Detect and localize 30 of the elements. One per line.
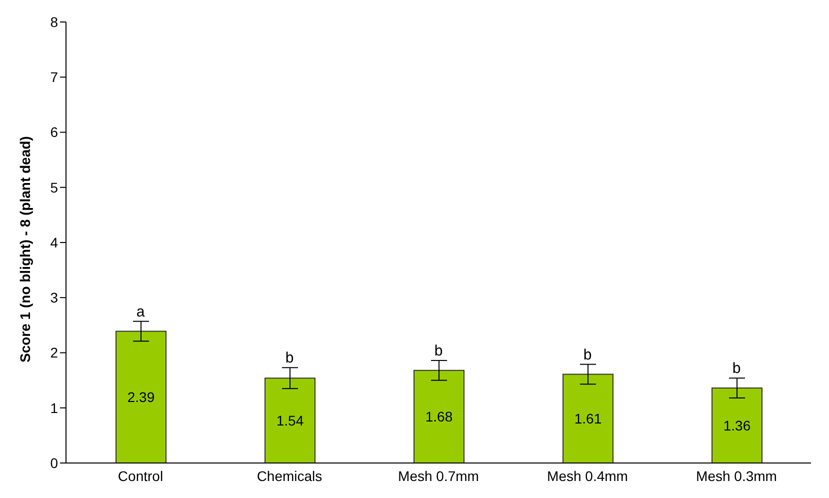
x-tick-label: Mesh 0.4mm — [547, 468, 628, 484]
y-tick-label: 3 — [50, 290, 58, 306]
y-tick-label: 2 — [50, 344, 58, 361]
bar — [712, 388, 762, 463]
y-tick-label: 7 — [50, 69, 58, 86]
x-tick-label: Control — [118, 468, 164, 484]
annotation: b — [285, 350, 294, 367]
y-tick-label: 5 — [50, 179, 58, 196]
annotation: b — [583, 346, 592, 364]
annotation: b — [434, 342, 443, 360]
data-label: 1.36 — [723, 417, 751, 434]
y-tick-label: 1 — [50, 400, 58, 416]
bar — [414, 370, 464, 463]
bar — [116, 330, 166, 463]
data-label: 1.54 — [276, 412, 304, 429]
annotation: a — [136, 303, 146, 320]
x-tick-label: Mesh 0.3mm — [696, 468, 777, 484]
y-axis-title: Score 1 (no blight) - 8 (plant dead) — [16, 136, 33, 362]
data-label: 2.39 — [127, 389, 155, 406]
y-tick-label: 6 — [50, 124, 58, 140]
y-tick-label: 8 — [50, 14, 58, 30]
data-label: 1.68 — [425, 408, 453, 425]
x-tick-label: Mesh 0.7mm — [398, 468, 479, 484]
annotation: b — [732, 360, 741, 378]
x-tick-label: Chemicals — [256, 468, 322, 484]
data-label: 1.61 — [574, 410, 602, 427]
y-tick-label: 0 — [50, 454, 58, 471]
bar — [264, 378, 316, 463]
bar — [562, 374, 614, 463]
y-tick-label: 4 — [50, 234, 58, 250]
